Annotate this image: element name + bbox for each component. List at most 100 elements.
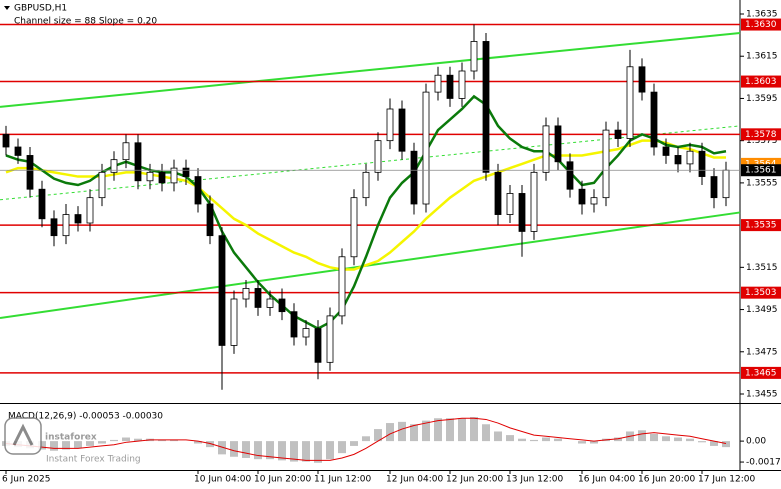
macd-bar [614,437,622,442]
macd-bar [218,441,226,455]
x-tick-label: 10 Jun 20:00 [254,475,311,485]
candle-body [74,214,82,224]
chart-subtitle: Channel size = 88 Slope = 0.20 [14,17,157,27]
macd-panel [2,417,730,463]
candle-body [314,328,322,363]
macd-bar [38,441,46,450]
level-label-box [741,18,781,31]
macd-bar [434,418,442,442]
candle-body [98,171,106,199]
macd-bar [374,429,382,442]
macd-bar [170,439,178,442]
logo-icon [12,423,34,446]
macd-bar [494,431,502,442]
macd-bar [590,441,598,444]
macd-bar [398,421,406,442]
x-tick-label: 6 Jun 2025 [2,475,50,485]
candle-body [398,108,406,152]
candle-body [386,108,394,142]
x-tick-label: 16 Jun 20:00 [638,475,695,485]
macd-bar [698,441,706,443]
level-label: 1.3465 [745,368,777,378]
macd-bar [554,438,562,442]
candle-body [710,176,718,199]
candle-body [590,197,598,205]
candle-body [350,197,358,258]
macd-bar [650,433,658,442]
candle-body [38,188,46,220]
candle-body [266,298,274,308]
macd-bar [254,441,262,460]
level-label: 1.3503 [745,288,777,298]
y-tick-label: 1.3615 [746,52,778,62]
candle-body [290,311,298,338]
bid-label: 1.3561 [745,166,777,176]
macd-bar [86,441,94,446]
macd-bar [674,437,682,442]
macd-bar [458,418,466,442]
y-tick-label: 1.3515 [746,263,778,273]
candle-body [722,169,730,199]
x-tick-label: 12 Jun 04:00 [386,475,443,485]
bid-label-box [741,164,781,177]
candle-body [482,41,490,173]
candle-body [2,133,10,148]
candle-body [446,74,454,99]
x-tick-label: 10 Jun 04:00 [194,475,251,485]
candle-body [278,298,286,313]
candle-body [26,155,34,190]
x-tick-label: 17 Jun 12:00 [698,475,755,485]
macd-y-tick-label: 0.00 [746,437,766,447]
logo-name: instaforex [45,433,97,443]
y-tick-label: 1.3635 [746,10,778,20]
candle-body [134,142,142,182]
y-tick-label: 1.3495 [746,305,778,315]
candle-body [410,150,418,205]
candle-body [302,328,310,338]
macd-bar [158,439,166,442]
macd-bar [686,438,694,442]
macd-bar [326,441,334,460]
macd-bar [482,424,490,442]
candle-body [254,288,262,308]
logo-tagline: Instant Forex Trading [46,455,141,465]
candle-body [326,315,334,363]
macd-bar [206,441,214,448]
y-tick-label: 1.3575 [746,136,778,146]
level-label: 1.3535 [745,221,777,231]
candle-body [362,171,370,199]
candle-body [638,66,646,93]
macd-bar [638,430,646,442]
candle-body [614,129,622,139]
candle-body [458,70,466,99]
candle-body [494,171,502,215]
level-label-box [741,286,781,299]
macd-y-tick-label: -0.00174 [746,458,781,468]
macd-bar [542,437,550,442]
candle-body [686,150,694,165]
chart-title: GBPUSD,H1 [14,4,67,14]
candle-body [194,176,202,205]
candle-body [62,214,70,237]
macd-bar [122,437,130,442]
x-tick-label: 12 Jun 20:00 [446,475,503,485]
candle-body [242,288,250,300]
candle-body [218,235,226,346]
candle-body [662,146,670,156]
candle-body [602,129,610,199]
candle-body [86,197,94,224]
level-label: 1.3630 [745,20,777,30]
macd-bar [470,417,478,442]
candle-body [146,171,154,182]
candle-body [422,91,430,205]
candle-body [50,218,58,237]
candle-body [554,125,562,163]
macd-bar [266,441,274,460]
macd-bar [278,441,286,461]
level-label-box [741,128,781,141]
macd-bar [530,439,538,442]
candle-body [170,167,178,184]
candle-body [626,66,634,139]
macd-bar [362,436,370,442]
macd-bar [194,441,202,444]
